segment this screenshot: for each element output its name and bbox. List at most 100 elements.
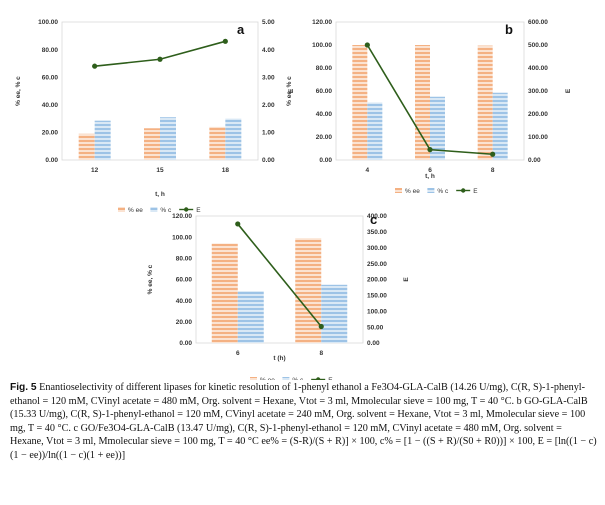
series-point-E-18 [222,38,228,44]
panel-letter: a [237,22,245,37]
bar-ee-6 [211,243,238,343]
y2-tick-label: 100.00 [367,308,387,315]
legend: % ee % c E [250,377,333,380]
legend-label: % c [160,207,172,214]
series-line-E [237,223,322,327]
bar-c-18 [225,118,242,160]
bar-ee-6 [415,45,430,160]
y-tick-label: 60.00 [316,88,333,95]
y-tick-label: 60.00 [176,277,193,284]
bar-c-6 [237,291,264,343]
y2-tick-label: 0.00 [262,157,275,164]
chart-panel-c: 0.00 20.00 40.00 60.00 80.00 100.00 120.00 0.00… [147,212,410,380]
figure-label: Fig. 5 [10,382,37,393]
x-axis-label: t, h [155,191,165,198]
bar-ee-8 [477,45,493,161]
bar-ee-4 [352,45,368,160]
series-point-E-8 [318,323,324,330]
bar-c-6 [430,96,445,160]
figure-caption-text: Enantioselectivity of different lipases … [10,382,597,461]
series-point-E-6 [427,147,433,153]
x-tick-label: 4 [366,167,370,174]
y2-tick-label: 50.00 [367,324,384,331]
y2-tick-label: 4.00 [262,47,275,54]
y2-tick-label: 600.00 [528,19,548,26]
series-point-E-15 [157,56,163,62]
y2-tick-label: 1.00 [262,130,275,137]
y-axis-label: % ee, % c [286,76,293,106]
y-tick-label: 100.00 [312,42,332,49]
y2-axis-label: E [403,277,410,282]
series-line-E [94,40,226,67]
bar-c-8 [321,284,348,343]
bar-c-15 [160,117,176,160]
legend-marker [184,207,189,212]
y-axis-label: % ee, % c [15,76,22,106]
series-point-E-8 [490,151,496,157]
y2-tick-label: 250.00 [367,261,387,268]
x-axis-label: t, h [425,173,435,180]
x-tick-label: 15 [156,167,164,174]
legend-swatch [282,377,290,380]
legend-swatch [150,207,158,212]
x-tick-label: 6 [428,167,432,174]
legend-marker [316,377,321,380]
chart-panel-b: 0.00 20.00 40.00 60.00 80.00 100.00 120.00 0.00… [286,19,572,195]
y-tick-label: 40.00 [316,111,333,118]
figure: 0.0020.0040.0060.0080.00100.000.001.002.… [15,19,572,380]
legend-label: % c [437,188,449,195]
y-tick-label: 100.00 [172,234,192,241]
chart-panel-a: 0.00 20.00 40.00 60.00 80.00 100.00 0.00 1.00 2.… [15,19,295,214]
bar-ee-18 [209,126,226,160]
x-tick-label: 6 [236,350,240,357]
y-tick-label: 0.00 [45,157,58,164]
legend-label: % ee [128,207,143,214]
legend-swatch [395,188,402,193]
legend-label: % ee [405,188,420,195]
bar-ee-12 [78,133,95,160]
y2-tick-label: 400.00 [528,65,548,72]
x-tick-label: 12 [91,167,99,174]
legend-swatch [427,188,435,193]
x-axis-label: t (h) [273,355,285,362]
y-tick-label: 80.00 [316,65,333,72]
bar-c-12 [94,120,111,160]
legend: % ee % c E [118,207,201,214]
legend-swatch [250,377,257,380]
bar-ee-15 [144,128,160,160]
y2-axis-label: E [288,88,295,93]
y-tick-label: 40.00 [42,102,59,109]
x-tick-label: 18 [222,167,230,174]
bar-c-4 [367,102,383,160]
y-tick-label: 120.00 [172,213,192,220]
y2-tick-label: 2.00 [262,102,275,109]
y-tick-label: 20.00 [42,130,59,137]
y2-tick-label: 300.00 [528,88,548,95]
y2-tick-label: 0.00 [528,157,541,164]
y-tick-label: 120.00 [312,19,332,26]
y-tick-label: 0.00 [319,157,332,164]
y2-tick-label: 200.00 [367,277,387,284]
y2-axis-label: E [565,88,572,93]
y-axis-label: % ee, % c [147,264,154,294]
y-tick-label: 20.00 [316,134,333,141]
legend-label: E [328,377,333,380]
y-tick-label: 60.00 [42,74,59,81]
legend-label: E [473,188,478,195]
y-tick-label: 20.00 [176,319,193,326]
y2-tick-label: 0.00 [367,340,380,347]
y-tick-label: 40.00 [176,298,193,305]
y-tick-label: 100.00 [38,19,58,26]
series-point-E-4 [364,42,370,48]
legend-swatch [118,207,125,212]
panel-letter: b [505,22,513,37]
y2-tick-label: 150.00 [367,293,387,300]
x-tick-label: 8 [319,350,323,357]
y2-tick-label: 500.00 [528,42,548,49]
x-tick-label: 8 [491,167,495,174]
legend-marker [461,188,466,193]
y-tick-label: 0.00 [179,340,192,347]
plot-frame [195,215,364,344]
legend: % ee % c E [395,188,478,195]
legend-label: % c [292,377,304,380]
